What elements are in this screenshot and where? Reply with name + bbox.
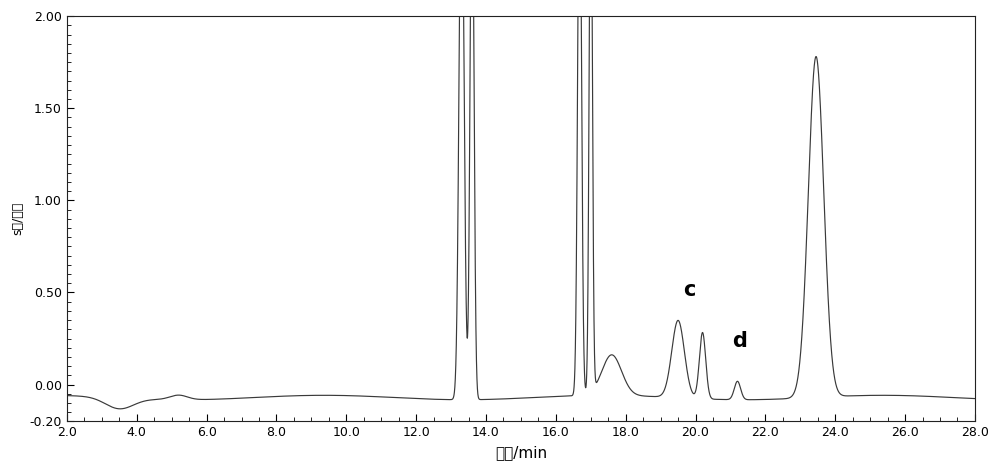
Text: c: c	[683, 280, 696, 300]
Y-axis label: s响/响应: s响/响应	[11, 202, 24, 236]
Text: d: d	[732, 332, 747, 351]
X-axis label: 时间/min: 时间/min	[495, 445, 547, 460]
